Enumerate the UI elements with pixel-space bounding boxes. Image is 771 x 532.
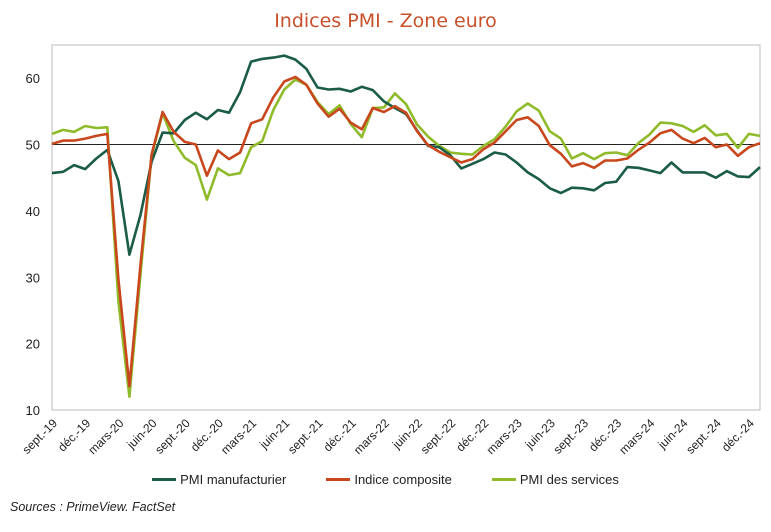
- y-tick-label: 60: [26, 71, 40, 86]
- y-axis-ticks: 10 20 30 40 50 60: [26, 71, 40, 418]
- legend-label: Indice composite: [354, 472, 452, 487]
- plot-frame: [51, 44, 761, 411]
- y-tick-label: 40: [26, 204, 40, 219]
- chart-axes: [51, 44, 761, 411]
- y-tick-label: 10: [26, 403, 40, 418]
- x-tick-label: mars-24: [616, 416, 657, 457]
- series-line-manufacturier: [51, 54, 761, 256]
- y-tick-label: 30: [26, 270, 40, 285]
- x-tick-label: sept.-19: [20, 416, 61, 457]
- x-tick-label: mars-22: [351, 416, 392, 457]
- legend-swatch: [152, 478, 177, 481]
- chart-legend: PMI manufacturier Indice composite PMI des…: [0, 472, 771, 487]
- x-tick-label: sept.-24: [683, 416, 724, 457]
- x-tick-label: mars-21: [218, 416, 259, 457]
- series-line-composite: [51, 75, 761, 388]
- source-note: Sources : PrimeView. FactSet: [10, 500, 176, 514]
- x-tick-label: sept.-21: [285, 416, 326, 457]
- y-tick-label: 20: [26, 337, 40, 352]
- legend-item: Indice composite: [326, 472, 452, 487]
- legend-swatch: [491, 478, 516, 481]
- series-lines: [51, 54, 761, 398]
- x-axis-ticks: sept.-19déc.-19mars-20juin-20sept.-20déc…: [20, 416, 758, 457]
- x-tick-label: déc.-24: [719, 416, 757, 454]
- x-tick-label: mars-20: [85, 416, 126, 457]
- x-tick-label: sept.-23: [551, 416, 592, 457]
- legend-item: PMI des services: [491, 472, 619, 487]
- legend-label: PMI des services: [519, 472, 619, 487]
- chart-title: Indices PMI - Zone euro: [274, 10, 497, 32]
- x-tick-label: mars-23: [484, 416, 525, 457]
- legend-label: PMI manufacturier: [180, 472, 287, 487]
- legend-swatch: [326, 478, 351, 481]
- y-tick-label: 50: [26, 138, 40, 153]
- x-tick-label: sept.-22: [418, 416, 459, 457]
- legend-item: PMI manufacturier: [152, 472, 286, 487]
- x-tick-label: sept.-20: [152, 416, 193, 457]
